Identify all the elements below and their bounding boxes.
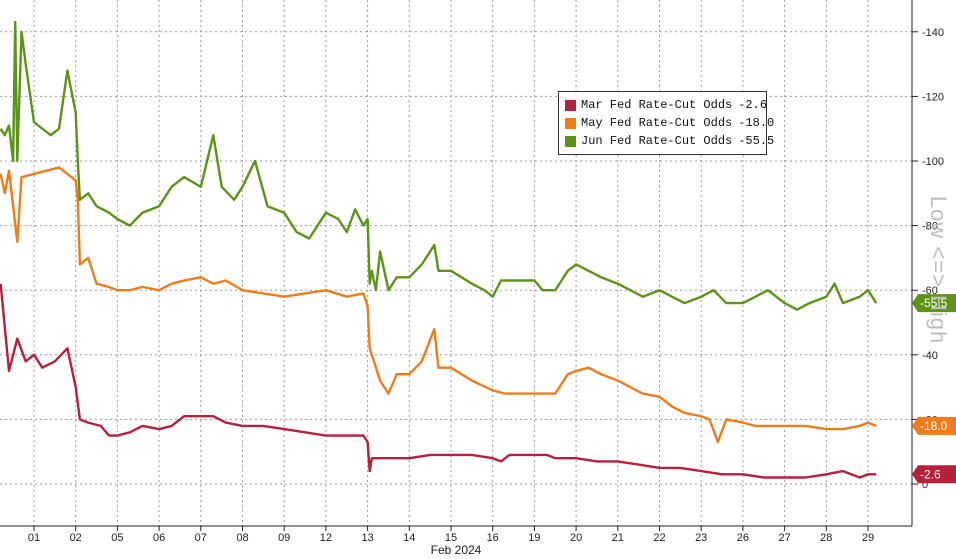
legend-swatch-mar — [565, 99, 576, 111]
axes — [0, 0, 913, 527]
x-tick-label: 05 — [111, 532, 123, 544]
y-tick-label: -140 — [922, 27, 944, 39]
x-tick-label: 28 — [820, 532, 832, 544]
last-value-text-0: -2.6 — [920, 467, 941, 481]
legend-value-mar: -2.6 — [738, 98, 768, 112]
x-tick-label: 09 — [278, 532, 290, 544]
x-tick-label: 19 — [528, 532, 540, 544]
x-tick-label: 26 — [737, 532, 749, 544]
last-value-tag-0 — [912, 465, 956, 484]
last-value-text-2: -55.5 — [920, 296, 948, 310]
x-tick-label: 06 — [153, 532, 165, 544]
x-tick-label: 13 — [361, 532, 373, 544]
last-value-tag-1 — [912, 416, 956, 435]
legend-item-may: May Fed Rate-Cut Odds -18.0 — [565, 114, 774, 132]
x-ticks: 01 02 05 06 07 08 09 12 13 14 15 16 19 20 21 22 23 26 27 28… — [28, 526, 874, 544]
last-value-labels: -2.6 -18.0 -55.5 — [912, 294, 956, 484]
legend: Mar Fed Rate-Cut Odds -2.6 May Fed Rate-… — [558, 91, 774, 155]
x-tick-label: 16 — [487, 532, 499, 544]
series-line-2 — [0, 20, 878, 311]
series-line-1 — [0, 166, 877, 444]
series-line-0 — [0, 283, 877, 479]
last-value-text-1: -18.0 — [920, 419, 948, 433]
y-axis-label-text: Low <=> High — [926, 195, 951, 345]
series-lines — [0, 20, 878, 479]
legend-label-mar: Mar Fed Rate-Cut Odds — [581, 98, 733, 112]
y-tick-label: -80 — [922, 221, 938, 233]
x-tick-label: 21 — [612, 532, 624, 544]
legend-item-jun: Jun Fed Rate-Cut Odds -55.5 — [565, 132, 774, 150]
x-tick-label: 15 — [445, 532, 457, 544]
x-tick-label: 07 — [195, 532, 207, 544]
x-tick-label: 29 — [862, 532, 874, 544]
x-tick-label: 23 — [695, 532, 707, 544]
legend-label-may: May Fed Rate-Cut Odds — [581, 116, 733, 130]
legend-value-may: -18.0 — [738, 116, 775, 130]
legend-label-jun: Jun Fed Rate-Cut Odds — [581, 134, 733, 148]
x-tick-label: 01 — [28, 532, 40, 544]
x-tick-label: 12 — [320, 532, 332, 544]
legend-swatch-jun — [565, 135, 576, 147]
x-tick-label: 20 — [570, 532, 582, 544]
y-tick-label: -100 — [922, 156, 944, 168]
x-tick-label: 27 — [778, 532, 790, 544]
legend-value-jun: -55.5 — [738, 134, 775, 148]
x-axis-label: Feb 2024 — [431, 543, 482, 557]
x-tick-label: 14 — [403, 532, 415, 544]
grid — [0, 0, 912, 526]
last-value-tag-2 — [912, 294, 956, 313]
x-tick-label: 22 — [653, 532, 665, 544]
legend-swatch-may — [565, 117, 576, 129]
y-tick-label: -40 — [922, 350, 938, 362]
x-tick-label: 08 — [236, 532, 248, 544]
y-tick-label: 0 — [922, 479, 928, 491]
x-tick-label: 02 — [70, 532, 82, 544]
y-tick-label: -120 — [922, 91, 944, 103]
y-axis-label: Low <=> High — [918, 185, 956, 355]
legend-item-mar: Mar Fed Rate-Cut Odds -2.6 — [565, 96, 767, 114]
